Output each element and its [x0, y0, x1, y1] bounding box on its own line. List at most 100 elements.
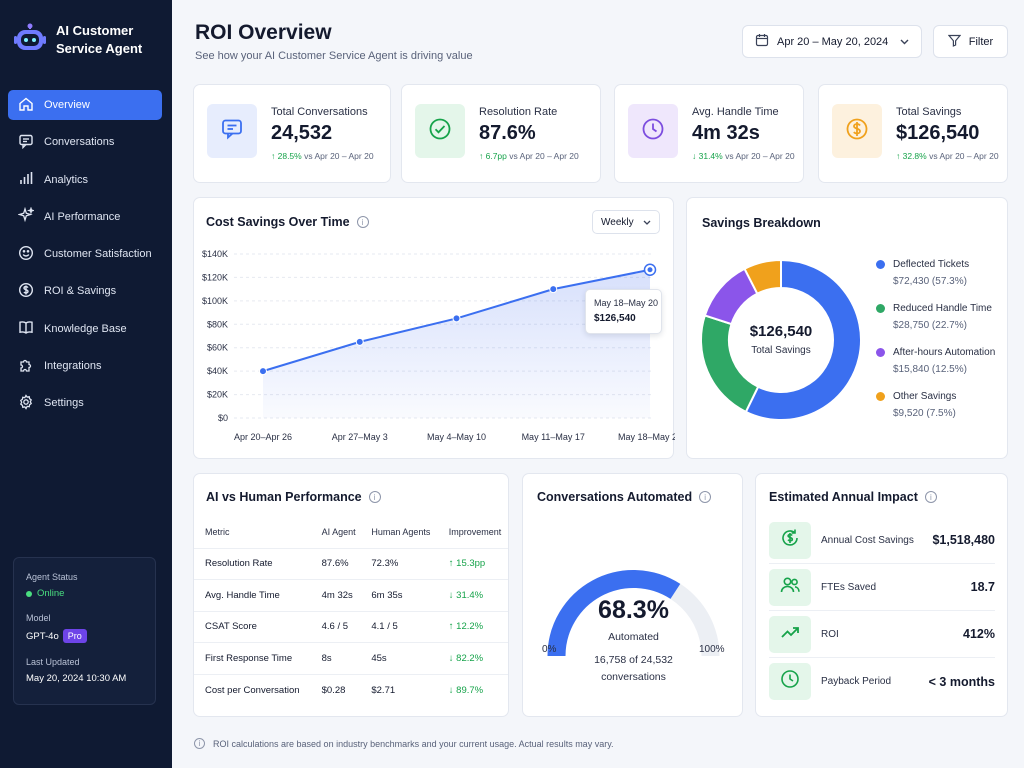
kpi-avg-handle-time: Avg. Handle Time 4m 32s ↓ 31.4% vs Apr 2… [614, 84, 804, 183]
kpi-change: ↑ 28.5% vs Apr 20 – Apr 20 [271, 151, 374, 161]
card-title-text: Estimated Annual Impact [769, 490, 918, 504]
sidebar-item-customer-satisfaction[interactable]: Customer Satisfaction [8, 239, 162, 269]
sidebar-item-label: ROI & Savings [44, 285, 117, 298]
model-label: Model [26, 613, 51, 623]
gear-icon [18, 394, 34, 413]
sidebar-item-settings[interactable]: Settings [8, 388, 162, 418]
tooltip-value: $126,540 [594, 313, 636, 324]
kpi-compare: vs Apr 20 – Apr 20 [509, 151, 579, 161]
kpi-label: Resolution Rate [479, 106, 558, 118]
date-range-value: Apr 20 – May 20, 2024 [777, 35, 889, 48]
page-title: ROI Overview [195, 21, 332, 44]
chevron-down-icon [900, 36, 909, 48]
gauge-value: 68.3% [598, 596, 669, 624]
kpi-change-value: ↓ 31.4% [692, 151, 723, 161]
table-cell: $2.71 [371, 684, 396, 696]
info-icon[interactable]: i [699, 491, 712, 503]
filter-button[interactable]: Filter [933, 25, 1008, 58]
date-range-picker[interactable]: Apr 20 – May 20, 2024 [742, 25, 922, 58]
sidebar-item-integrations[interactable]: Integrations [8, 351, 162, 381]
kpi-icon-bg [415, 104, 465, 158]
table-cell: Resolution Rate [194, 548, 311, 580]
legend-swatch [876, 392, 885, 401]
sidebar: AI Customer Service Agent Overview Conve… [0, 0, 172, 768]
gauge-min: 0% [542, 644, 557, 655]
clock-icon [641, 117, 665, 146]
info-icon[interactable]: i [356, 216, 369, 228]
table-row: CSAT Score 4.6 / 5 4.1 / 5 ↑ 12.2% [194, 611, 508, 643]
dollar-icon [845, 117, 869, 146]
filter-label: Filter [968, 35, 994, 48]
comparison-table: Metric AI Agent Human Agents Improvement… [194, 516, 508, 706]
page-subtitle: See how your AI Customer Service Agent i… [195, 50, 473, 62]
kpi-compare: vs Apr 20 – Apr 20 [725, 151, 795, 161]
sidebar-item-label: Knowledge Base [44, 322, 127, 335]
impact-row-ftes-saved: FTEs Saved 18.7 [769, 564, 995, 611]
table-cell: 4.6 / 5 [310, 611, 361, 643]
sidebar-item-label: Settings [44, 397, 84, 410]
period-select[interactable]: Weekly [592, 210, 660, 234]
savings-breakdown-card: Savings Breakdown $126,540 Total Savings… [686, 197, 1008, 459]
legend-name: After-hours Automation [893, 347, 996, 358]
info-icon[interactable]: i [368, 491, 381, 503]
sidebar-item-overview[interactable]: Overview [8, 90, 162, 120]
dollar-cycle-icon [779, 527, 801, 554]
table-cell: $0.28 [321, 684, 346, 696]
impact-label: FTEs Saved [821, 581, 877, 593]
data-point [355, 337, 364, 346]
tooltip-label: May 18–May 20 [594, 298, 659, 308]
chat-icon [220, 117, 244, 146]
legend-value: $28,750 (22.7%) [893, 320, 967, 331]
impact-value: 18.7 [970, 580, 995, 594]
x-tick-label: May 18–May 20 [618, 432, 675, 442]
legend-name: Deflected Tickets [893, 259, 970, 270]
kpi-change: ↓ 31.4% vs Apr 20 – Apr 20 [692, 151, 795, 161]
table-cell: CSAT Score [194, 611, 311, 643]
smile-icon [18, 245, 34, 264]
sidebar-item-roi-savings[interactable]: ROI & Savings [8, 276, 162, 306]
sidebar-item-ai-performance[interactable]: AI Performance [8, 202, 162, 232]
kpi-total-savings: Total Savings $126,540 ↑ 32.8% vs Apr 20… [818, 84, 1008, 183]
y-tick-label: $140K [202, 249, 228, 259]
table-cell: ↓ 89.7% [448, 684, 484, 696]
brand[interactable]: AI Customer Service Agent [14, 22, 156, 58]
savings-donut-chart [700, 258, 862, 421]
sidebar-item-analytics[interactable]: Analytics [8, 165, 162, 195]
x-tick-label: Apr 27–May 3 [332, 432, 388, 442]
data-point [549, 285, 558, 294]
legend-swatch [876, 260, 885, 269]
kpi-change: ↑ 32.8% vs Apr 20 – Apr 20 [896, 151, 999, 161]
agent-status-text: Online [37, 588, 65, 599]
legend-swatch [876, 348, 885, 357]
table-cell: 4.1 / 5 [360, 611, 438, 643]
sidebar-item-label: Customer Satisfaction [44, 248, 152, 261]
app-name: AI Customer Service Agent [56, 23, 143, 56]
annual-impact-card: Estimated Annual Impact i Annual Cost Sa… [755, 473, 1008, 717]
gauge-detail-1: 16,758 of 24,532 [594, 654, 673, 666]
bar-chart-icon [18, 170, 34, 189]
info-icon[interactable]: i [924, 491, 937, 503]
impact-icon-bg [769, 663, 811, 700]
table-cell: ↓ 31.4% [437, 579, 508, 612]
chat-icon [18, 133, 34, 152]
x-tick-label: Apr 20–Apr 26 [234, 432, 292, 442]
card-title-text: Savings Breakdown [702, 216, 821, 230]
kpi-change-value: ↑ 28.5% [271, 151, 302, 161]
impact-label: ROI [821, 628, 839, 640]
cost-savings-chart: $0 $20K $40K $60K $80K $100K $120K $140K Apr 20–… [202, 249, 675, 442]
table-cell: 4m 32s [310, 579, 361, 612]
kpi-total-conversations: Total Conversations 24,532 ↑ 28.5% vs Ap… [193, 84, 391, 183]
legend-name: Reduced Handle Time [893, 303, 992, 314]
table-cell: ↑ 12.2% [437, 611, 508, 643]
automated-card: Conversations Automated i 68.3% Automate… [522, 473, 743, 717]
sidebar-item-knowledge-base[interactable]: Knowledge Base [8, 314, 162, 344]
sidebar-item-label: Integrations [44, 360, 102, 373]
calendar-icon [755, 33, 769, 50]
sidebar-item-label: Overview [44, 99, 90, 111]
gauge-fill [547, 570, 681, 657]
sidebar-item-conversations[interactable]: Conversations [8, 127, 162, 157]
donut-center-label: Total Savings [751, 345, 811, 356]
dollar-icon [18, 282, 34, 301]
impact-icon-bg [769, 615, 811, 653]
footnote: i ROI calculations are based on industry… [194, 738, 614, 749]
